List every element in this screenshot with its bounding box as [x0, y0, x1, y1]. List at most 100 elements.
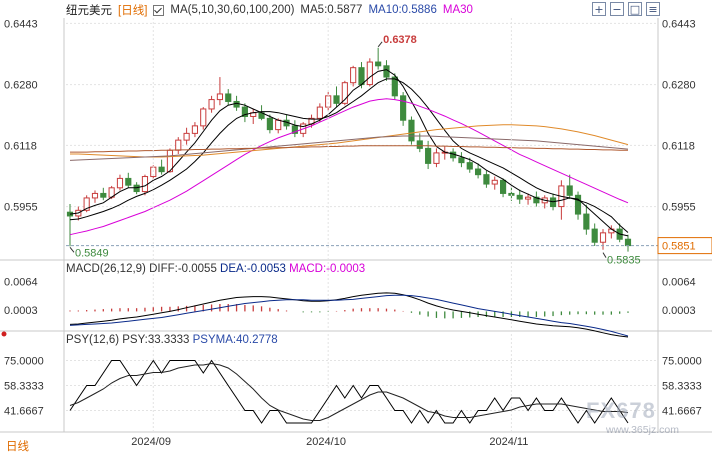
footer-period[interactable]: 日线: [6, 441, 29, 453]
macd-ytick-left: 0.0064: [4, 277, 38, 289]
watermark-url: www.365jz.com: [606, 424, 679, 436]
high-pointer: [377, 41, 383, 48]
candle-body: [100, 192, 107, 198]
psy-ytick-left: 58.3333: [4, 381, 44, 393]
macd-ytick-right: 0.0064: [662, 277, 696, 289]
last-price-box: [657, 237, 712, 255]
candle-body: [458, 157, 465, 164]
candle-body: [524, 196, 532, 200]
candle-body: [591, 228, 598, 243]
candle-body: [516, 194, 523, 200]
macd-diff-line: [69, 292, 629, 338]
ma-toggle-checkbox[interactable]: [153, 4, 165, 16]
candle-body: [316, 106, 323, 119]
x-tick-label: 2024/09: [131, 436, 171, 448]
low-left-annotation: 0.5849: [75, 247, 109, 259]
price-ytick-right: 0.6280: [662, 80, 696, 92]
candle-body: [624, 238, 632, 247]
candle-body: [483, 174, 490, 185]
candle-body: [208, 99, 215, 110]
low-pointer-left: [69, 247, 75, 253]
candle-body: [391, 76, 398, 97]
candle-body: [358, 67, 365, 86]
candle-body: [425, 147, 432, 164]
candle-body: [91, 192, 99, 199]
psy-ytick-right: 41.6667: [662, 405, 702, 417]
candle-body: [225, 93, 232, 102]
candle-body: [375, 61, 382, 67]
ma-params-label: MA(5,10,30,60,100,200): [170, 4, 295, 16]
candle-body: [183, 132, 190, 141]
price-ytick-left: 0.6280: [4, 80, 38, 92]
candle-body: [549, 197, 557, 208]
last-price-label: 0.5851: [662, 241, 696, 253]
period-label[interactable]: [日线]: [118, 5, 148, 17]
candle-body: [325, 95, 332, 108]
macd-ytick-left: 0.0003: [4, 305, 38, 317]
symbol-title: 纽元美元: [66, 5, 112, 17]
candle-body: [408, 119, 415, 142]
candle-body: [233, 100, 240, 108]
main-legend: 纽元美元 [日线] MA(5,10,30,60,100,200) MA5:0.5…: [66, 2, 473, 18]
expand-icon[interactable]: □: [628, 2, 642, 16]
psyma-line: [69, 362, 629, 421]
zoom-out-icon[interactable]: −: [610, 2, 624, 16]
ma-line-ma30: [69, 98, 629, 236]
high-annotation: 0.6378: [383, 34, 417, 46]
macd-legend: MACD(26,12,9) DIFF:-0.0055 DEA:-0.0053 M…: [66, 263, 365, 275]
candle-body: [383, 65, 390, 78]
psy-ytick-left: 41.6667: [4, 405, 44, 417]
ma-line-ma60: [70, 124, 629, 158]
candle-body: [574, 194, 582, 215]
psy-ytick-right: 58.3333: [662, 381, 702, 393]
ma-line-ma10: [69, 78, 629, 233]
ma5-value: MA5:0.5877: [300, 4, 363, 16]
candle-body: [275, 119, 282, 131]
candle-body: [175, 139, 182, 151]
candle-body: [141, 176, 149, 193]
candle-body: [366, 61, 373, 86]
macd-diff-value: DIFF:-0.0055: [149, 263, 217, 275]
candle-body: [400, 95, 407, 121]
ma-line-ma100: [69, 135, 629, 161]
low-right-annotation: 0.5835: [607, 255, 641, 267]
psy-value: PSY:33.3333: [122, 334, 190, 346]
psy-line: [69, 359, 629, 424]
candle-body: [491, 179, 498, 185]
low-pointer-right: [602, 252, 607, 258]
macd-dea-line: [69, 294, 629, 337]
price-ytick-left: 0.6443: [4, 18, 38, 30]
x-tick-label: 2024/11: [489, 436, 528, 448]
price-ytick-left: 0.5955: [4, 202, 38, 214]
settings-icon[interactable]: ≡: [646, 2, 660, 16]
psy-ytick-right: 75.0000: [662, 356, 702, 368]
candle-body: [158, 166, 165, 173]
candle-body: [599, 232, 607, 243]
zoom-in-icon[interactable]: +: [592, 2, 606, 16]
candle-body: [499, 179, 507, 194]
candle-body: [133, 184, 140, 193]
candle-body: [241, 106, 248, 117]
ma-line-ma5: [69, 69, 629, 237]
price-ytick-right: 0.6118: [662, 140, 695, 152]
candle-body: [116, 177, 124, 189]
candle-body: [350, 67, 357, 84]
macd-dea-value: DEA:-0.0053: [220, 263, 286, 275]
candle-body: [416, 140, 423, 149]
candle-body: [583, 213, 590, 230]
candle-body: [475, 168, 482, 176]
candle-body: [433, 152, 440, 164]
price-ytick-right: 0.6443: [662, 18, 696, 30]
candle-body: [266, 117, 273, 131]
ma10-value: MA10:0.5886: [368, 4, 437, 16]
candle-body: [191, 125, 199, 134]
psy-legend: PSY(12,6) PSY:33.3333 PSYMA:40.2778: [66, 334, 278, 346]
psy-ytick-left: 75.0000: [4, 356, 44, 368]
price-ytick-right: 0.5955: [662, 202, 696, 214]
candle-body: [291, 125, 298, 134]
candle-body: [466, 162, 473, 170]
psyma-value: PSYMA:40.2778: [192, 334, 278, 346]
candle-body: [200, 108, 207, 127]
candle-body: [341, 82, 348, 104]
